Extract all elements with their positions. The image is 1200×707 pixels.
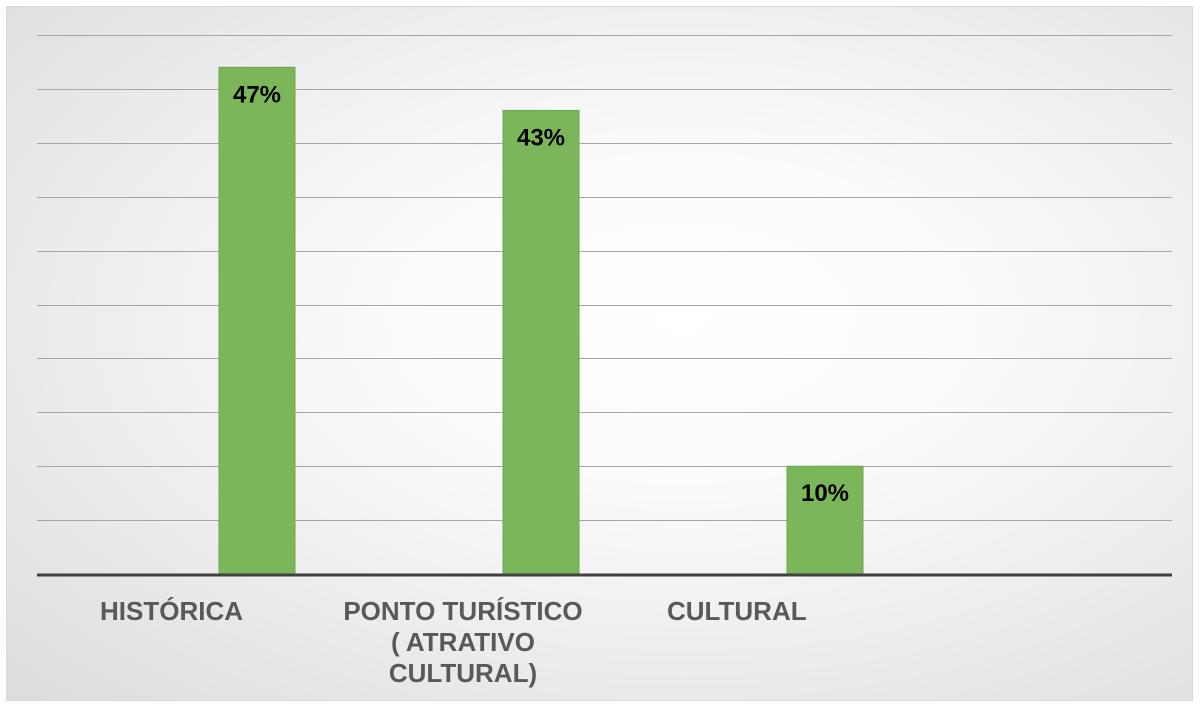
- bar-2: [502, 109, 580, 575]
- data-label-3: 10%: [801, 480, 849, 507]
- bar-3: [786, 465, 864, 575]
- data-label-1: 47%: [233, 81, 281, 108]
- bar-1: [218, 66, 296, 575]
- x-tick-label-1: HISTÓRICA: [100, 596, 243, 626]
- chart-area: [6, 6, 1193, 701]
- x-tick-label-3: CULTURAL: [667, 596, 807, 626]
- data-label-2: 43%: [517, 124, 565, 151]
- x-tick-label-2: PONTO TURÍSTICO( ATRATIVO CULTURAL): [343, 596, 582, 688]
